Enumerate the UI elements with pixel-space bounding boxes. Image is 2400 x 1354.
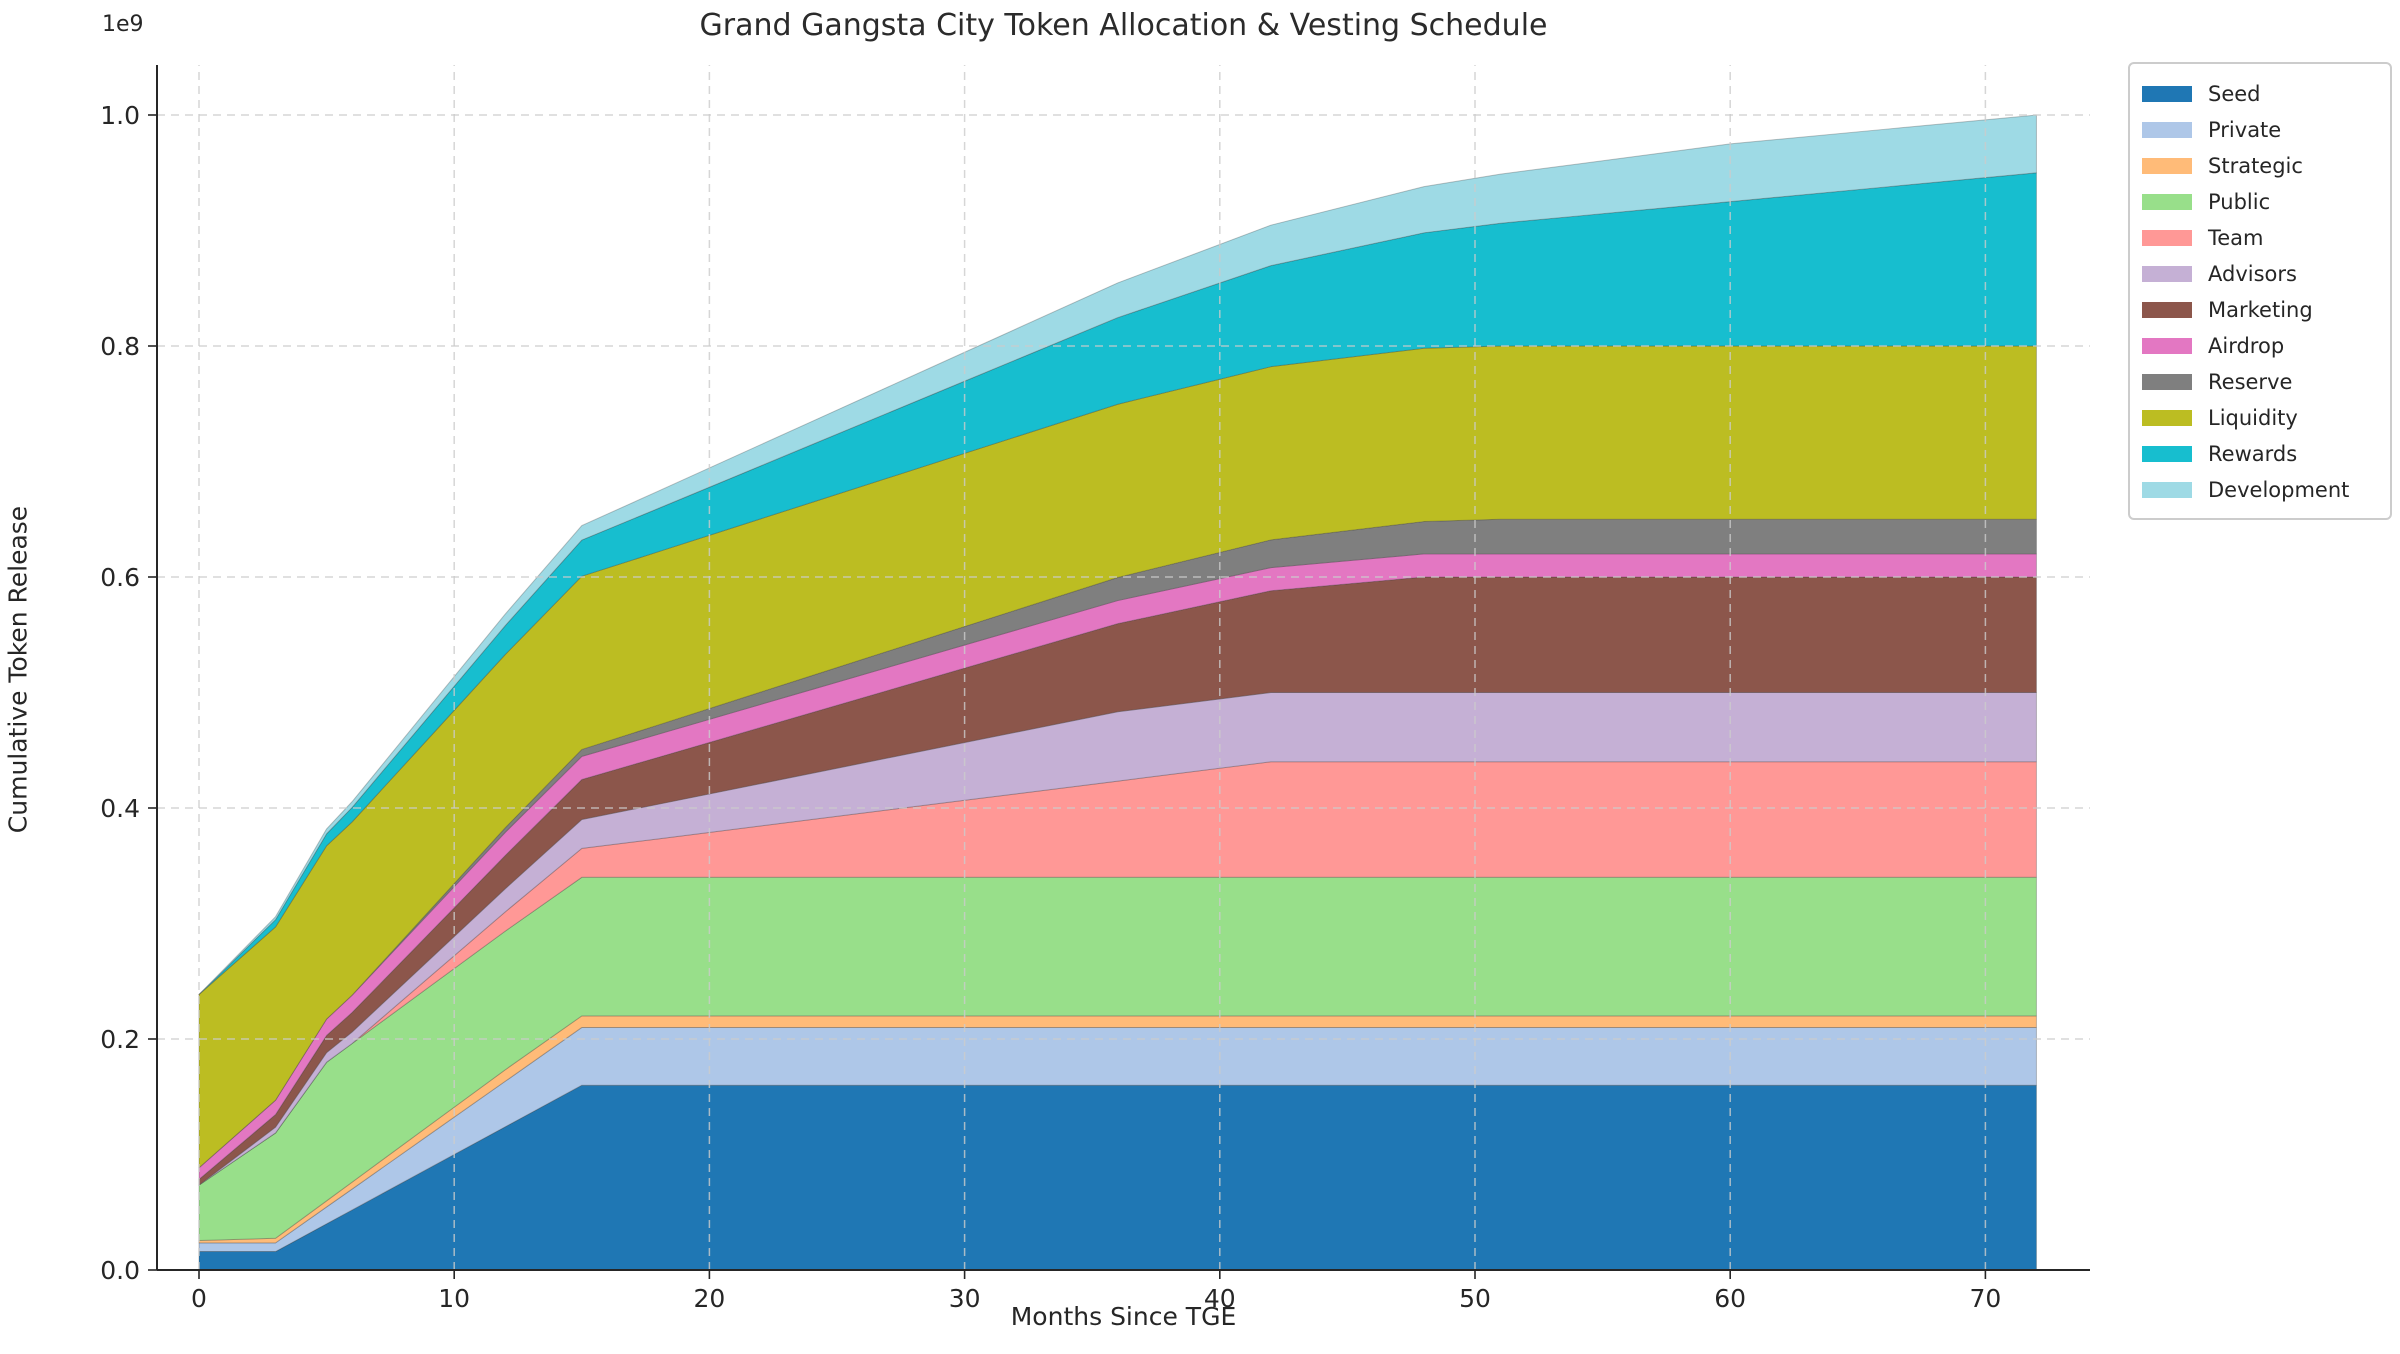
area-advisors — [198, 692, 2037, 1186]
y-tick-label-0.8: 0.8 — [100, 332, 140, 361]
legend-label-airdrop: Airdrop — [2208, 334, 2285, 358]
x-tick-label-0: 0 — [191, 1284, 207, 1313]
legend-swatch-team — [2142, 230, 2192, 246]
x-tick-label-70: 70 — [1969, 1284, 2001, 1313]
legend-item-airdrop: Airdrop — [2142, 328, 2378, 364]
legend-label-strategic: Strategic — [2208, 154, 2303, 178]
legend-label-advisors: Advisors — [2208, 262, 2297, 286]
x-tick-label-30: 30 — [949, 1284, 981, 1313]
x-tick-label-60: 60 — [1714, 1284, 1746, 1313]
x-tick-label-50: 50 — [1459, 1284, 1491, 1313]
legend-swatch-private — [2142, 122, 2192, 138]
legend-item-team: Team — [2142, 220, 2378, 256]
legend-item-advisors: Advisors — [2142, 256, 2378, 292]
y-tick-label-0.2: 0.2 — [100, 1025, 140, 1054]
legend-swatch-strategic — [2142, 158, 2192, 174]
legend-label-reserve: Reserve — [2208, 370, 2293, 394]
legend-swatch-marketing — [2142, 302, 2192, 318]
legend-item-public: Public — [2142, 184, 2378, 220]
legend-item-private: Private — [2142, 112, 2378, 148]
x-axis-label: Months Since TGE — [1010, 1302, 1237, 1331]
y-tick-label-0.4: 0.4 — [100, 794, 140, 823]
legend-item-development: Development — [2142, 472, 2378, 508]
legend-label-team: Team — [2208, 226, 2264, 250]
x-tick-label-10: 10 — [438, 1284, 470, 1313]
legend-item-seed: Seed — [2142, 76, 2378, 112]
y-axis-multiplier-label: 1e9 — [102, 12, 144, 37]
legend-label-rewards: Rewards — [2208, 442, 2298, 466]
legend-swatch-liquidity — [2142, 410, 2192, 426]
x-tick-label-40: 40 — [1204, 1284, 1236, 1313]
legend-item-liquidity: Liquidity — [2142, 400, 2378, 436]
legend-item-rewards: Rewards — [2142, 436, 2378, 472]
legend-label-private: Private — [2208, 118, 2282, 142]
legend-swatch-reserve — [2142, 374, 2192, 390]
chart-title: Grand Gangsta City Token Allocation & Ve… — [699, 8, 1548, 43]
legend-label-seed: Seed — [2208, 82, 2261, 106]
y-tick-label-1.0: 1.0 — [100, 101, 140, 130]
legend-swatch-airdrop — [2142, 338, 2192, 354]
legend: Seed Private Strategic Public Team Advisors Ma… — [2128, 62, 2392, 520]
x-tick-label-20: 20 — [693, 1284, 725, 1313]
legend-label-public: Public — [2208, 190, 2271, 214]
y-axis-label: Cumulative Token Release — [3, 505, 33, 834]
y-tick-label-0.0: 0.0 — [100, 1256, 140, 1285]
legend-label-marketing: Marketing — [2208, 298, 2313, 322]
legend-swatch-public — [2142, 194, 2192, 210]
legend-label-development: Development — [2208, 478, 2350, 502]
legend-label-liquidity: Liquidity — [2208, 406, 2298, 430]
area-reserve — [198, 518, 2037, 1169]
legend-item-marketing: Marketing — [2142, 292, 2378, 328]
legend-swatch-rewards — [2142, 446, 2192, 462]
legend-swatch-development — [2142, 482, 2192, 498]
legend-swatch-advisors — [2142, 266, 2192, 282]
y-tick-label-0.6: 0.6 — [100, 563, 140, 592]
legend-swatch-seed — [2142, 86, 2192, 102]
legend-item-strategic: Strategic — [2142, 148, 2378, 184]
legend-item-reserve: Reserve — [2142, 364, 2378, 400]
area-development — [198, 114, 2037, 996]
